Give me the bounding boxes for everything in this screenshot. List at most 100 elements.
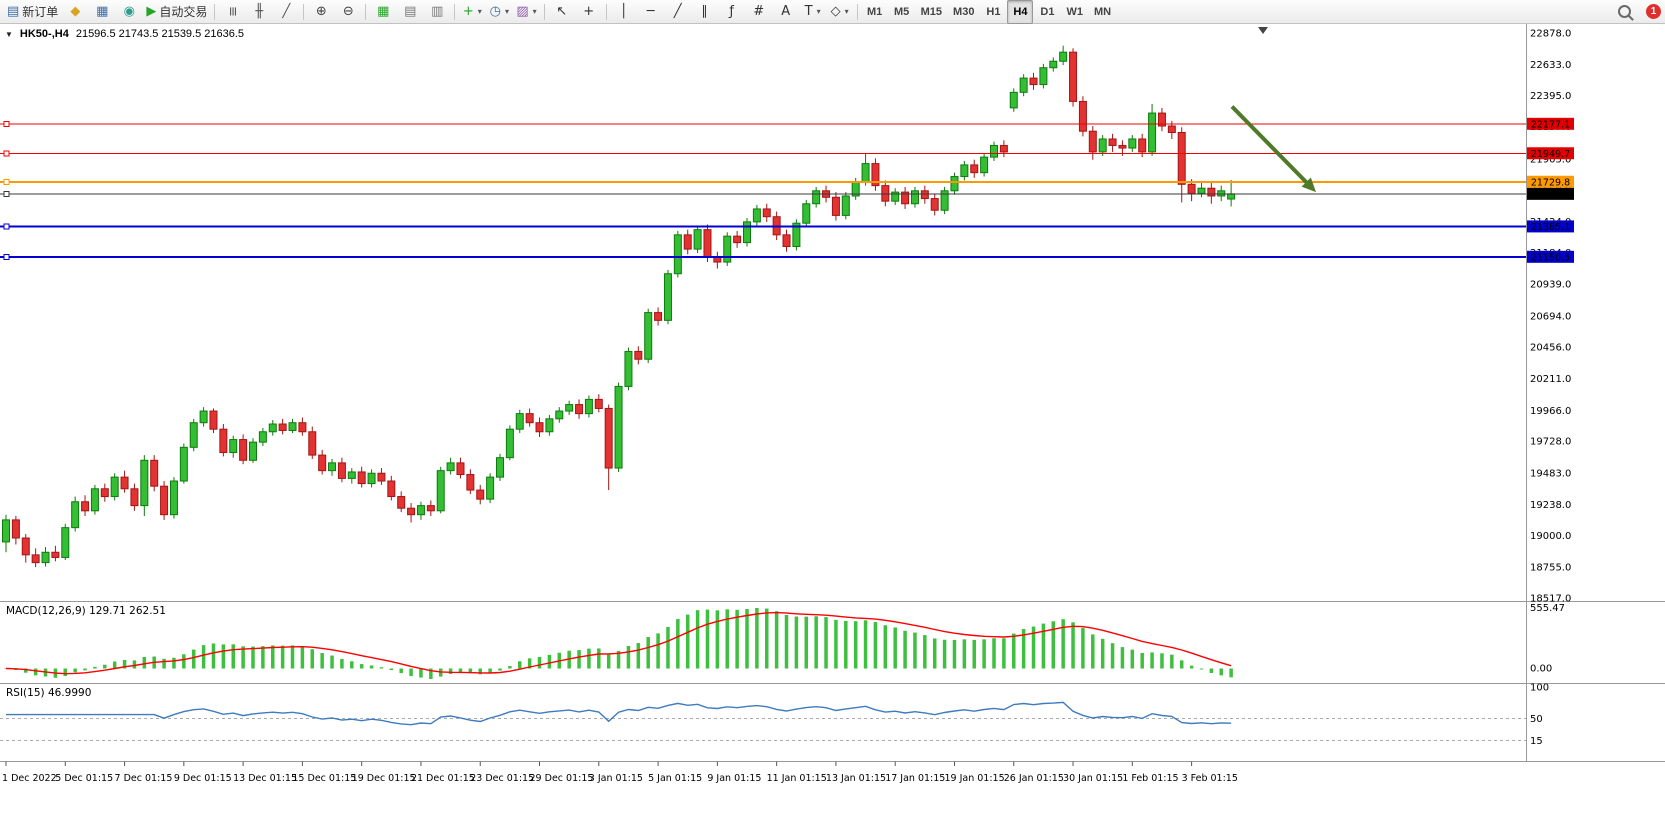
navigator-icon[interactable]: ◉: [116, 1, 142, 23]
macd-histogram-bar: [903, 630, 907, 669]
cascade-windows-icon-glyph: ▤: [404, 4, 417, 19]
candle: [634, 350, 643, 360]
timeframe-h4-button-label: H4: [1013, 5, 1028, 18]
macd-histogram-bar: [784, 614, 789, 669]
vertical-line-tool-icon[interactable]: │: [611, 1, 637, 23]
macd-histogram-bar: [745, 609, 749, 669]
time-axis-label: 1 Feb 01:15: [1122, 773, 1178, 784]
macd-histogram-bar: [794, 616, 799, 669]
macd-histogram-bar: [863, 620, 868, 669]
candle: [2, 519, 10, 543]
new-chart-icon[interactable]: + ▾: [459, 1, 485, 23]
candle: [328, 462, 337, 472]
timeframe-h4-button[interactable]: H4: [1007, 0, 1034, 24]
candle: [387, 480, 396, 498]
charts-profile-icon[interactable]: ◆: [62, 1, 88, 23]
candle: [752, 208, 761, 223]
trendline-tool-icon-glyph: ╱: [673, 4, 682, 19]
channel-tool-icon-glyph: ∥: [701, 4, 708, 19]
candle: [1009, 91, 1018, 109]
macd-panel: MACD(12,26,9) 129.71 262.51 555.47 0.00: [4, 603, 1565, 679]
candle: [407, 507, 416, 516]
candle: [416, 505, 425, 516]
text-tool-icon[interactable]: A: [773, 1, 799, 23]
macd-histogram-bar: [458, 668, 463, 673]
tile-windows-icon[interactable]: ▦: [370, 1, 396, 23]
search-button[interactable]: [1611, 1, 1637, 23]
timeframe-m5-button[interactable]: M5: [889, 0, 915, 24]
candle: [436, 470, 445, 512]
price-badge: [1527, 175, 1574, 188]
new-order-button-label: 新订单: [22, 5, 59, 19]
candle: [11, 519, 20, 539]
candle: [673, 234, 682, 275]
time-axis-label: 30 Jan 01:15: [1063, 773, 1123, 784]
line-chart-type-icon[interactable]: ╱: [273, 1, 299, 23]
line-anchor-handle: [3, 190, 10, 197]
macd-histogram-bar: [626, 645, 631, 669]
candlestick-chart-type-icon[interactable]: ╫: [246, 1, 272, 23]
chart-window[interactable]: ▼ HK50-,H4 21596.5 21743.5 21539.5 21636…: [0, 24, 1665, 835]
macd-histogram-bar: [952, 639, 957, 669]
timeframe-d1-button[interactable]: D1: [1034, 0, 1060, 24]
arrange-windows-icon[interactable]: ▥: [424, 1, 450, 23]
one-click-trading-collapse-icon[interactable]: ▼: [5, 29, 13, 39]
timeframe-m30-button[interactable]: M30: [948, 0, 979, 24]
bar-chart-type-icon[interactable]: ≡: [219, 1, 245, 23]
trend-arrow-annotation[interactable]: [1230, 105, 1316, 193]
horizontal-line-tool-icon[interactable]: ─: [638, 1, 664, 23]
zoom-out-icon[interactable]: ⊖: [335, 1, 361, 23]
chart-plot-area[interactable]: [0, 24, 1665, 835]
price-axis-label: 18517.0: [1530, 594, 1571, 605]
line-anchor-handle: [3, 253, 10, 260]
macd-histogram-bar: [923, 635, 927, 669]
notification-badge[interactable]: 1: [1646, 4, 1661, 19]
shapes-tool-icon[interactable]: ◇ ▾: [827, 1, 853, 23]
candle: [1069, 51, 1078, 102]
time-axis-label: 26 Jan 01:15: [1004, 773, 1064, 784]
macd-histogram-bar: [705, 609, 710, 669]
macd-histogram-bar: [656, 633, 660, 669]
candle: [337, 462, 346, 479]
timeframe-m1-button[interactable]: M1: [862, 0, 888, 24]
arrows-tool-icon[interactable]: T ▾: [800, 1, 826, 23]
timeframe-h1-button[interactable]: H1: [980, 0, 1006, 24]
macd-histogram-bar: [290, 645, 295, 669]
caret-down-icon: ▾: [504, 7, 509, 16]
timeframe-m15-button[interactable]: M15: [916, 0, 947, 24]
macd-histogram-bar: [1229, 668, 1233, 678]
auto-trading-button[interactable]: ▶ 自动交易: [143, 1, 210, 23]
horizontal-price-lines[interactable]: [0, 120, 1526, 260]
candle: [693, 229, 702, 250]
zoom-in-icon[interactable]: ⊕: [308, 1, 334, 23]
grid-tool-icon[interactable]: #: [746, 1, 772, 23]
candle: [930, 198, 939, 211]
macd-signal-line: [5, 611, 1232, 675]
macd-histogram-bar: [666, 626, 670, 669]
crosshair-tool-icon[interactable]: +: [576, 1, 602, 23]
cursor-tool-icon[interactable]: ↖: [549, 1, 575, 23]
cascade-windows-icon[interactable]: ▤: [397, 1, 423, 23]
macd-histogram-bar: [765, 608, 769, 669]
price-badge: [1527, 250, 1574, 263]
macd-histogram-bar: [419, 668, 423, 678]
auto-trading-glyph: ▶: [146, 4, 157, 19]
zoom-in-icon-glyph: ⊕: [315, 4, 327, 19]
timeframe-mn-button[interactable]: MN: [1089, 0, 1116, 24]
periods-icon[interactable]: ◷ ▾: [486, 1, 512, 23]
timeframe-d1-button-label: D1: [1040, 5, 1055, 18]
market-watch-icon[interactable]: ▦: [89, 1, 115, 23]
templates-icon[interactable]: ▨ ▾: [513, 1, 539, 23]
macd-histogram-bar: [1209, 668, 1214, 674]
macd-histogram-bar: [1140, 652, 1144, 669]
trendline-tool-icon[interactable]: ╱: [665, 1, 691, 23]
candle: [288, 422, 297, 431]
candle: [1118, 144, 1127, 149]
candle: [1059, 51, 1068, 62]
channel-tool-icon[interactable]: ∥: [692, 1, 718, 23]
fibonacci-tool-icon[interactable]: ƒ: [719, 1, 745, 23]
price-axis-label: 20939.0: [1530, 280, 1571, 291]
timeframe-w1-button[interactable]: W1: [1061, 0, 1088, 24]
new-order-button[interactable]: ▤ 新订单: [4, 1, 61, 23]
